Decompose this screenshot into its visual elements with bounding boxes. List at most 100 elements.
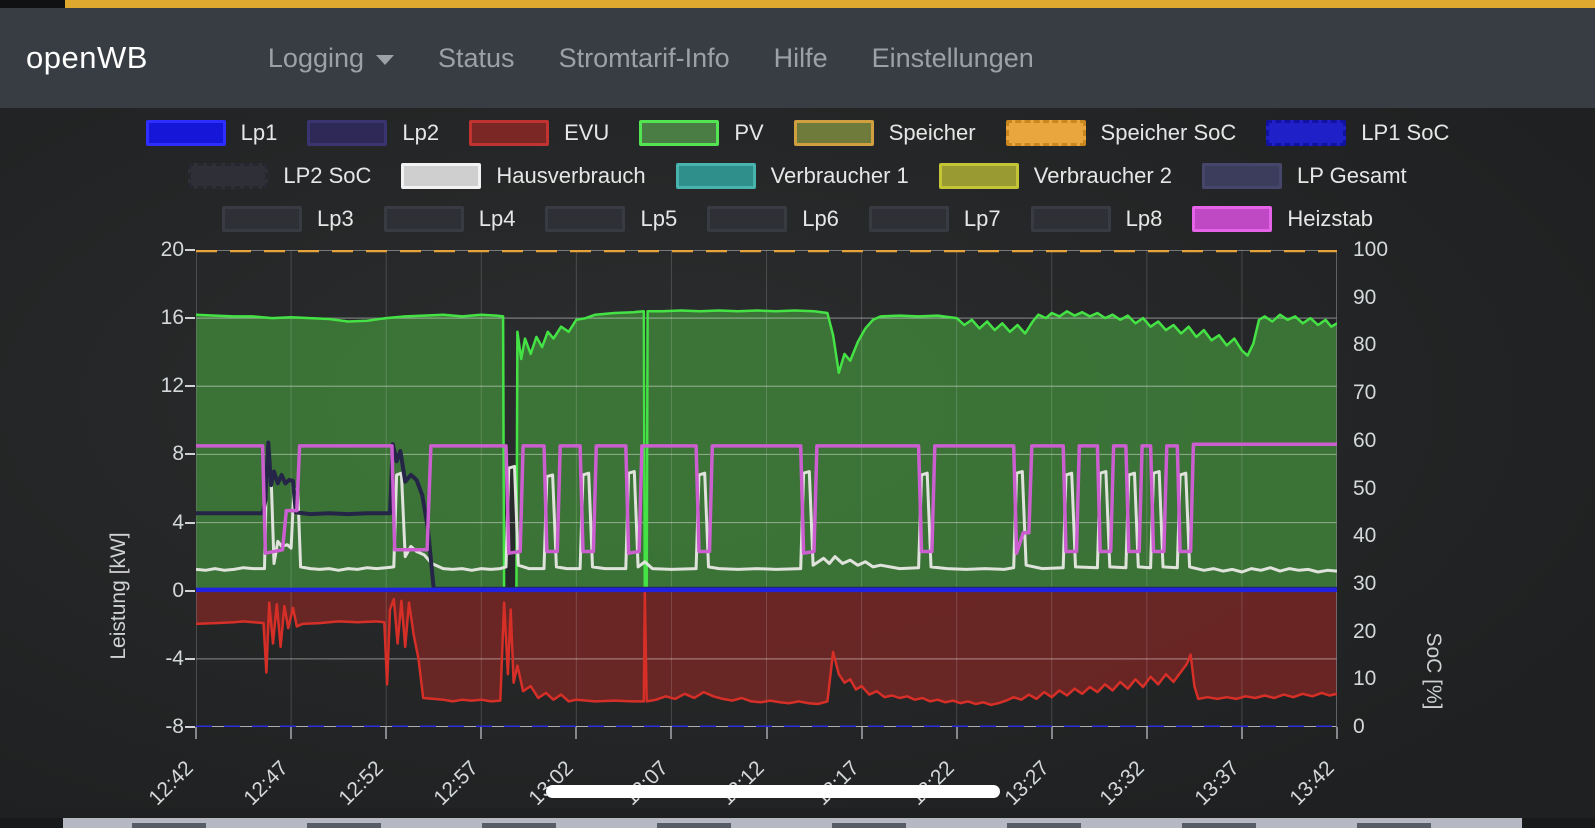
legend-swatch — [188, 163, 269, 189]
x-axis-tick-label: 13:32 — [1095, 756, 1149, 810]
right-axis-tick-label: 80 — [1353, 333, 1377, 357]
legend-label: LP2 SoC — [283, 163, 372, 188]
right-axis-tick-label: 30 — [1353, 571, 1377, 595]
legend-item-lp1[interactable]: Lp1 — [145, 120, 278, 146]
brand-logo[interactable]: openWB — [26, 40, 148, 75]
right-axis-tick-label: 50 — [1353, 476, 1377, 500]
x-axis-tick-label: 13:37 — [1190, 756, 1244, 810]
legend-item-lp8[interactable]: Lp8 — [1030, 206, 1162, 232]
x-axis-tick-mark — [860, 727, 863, 739]
legend-swatch — [707, 206, 788, 232]
right-axis-tick-label: 90 — [1353, 285, 1377, 309]
legend-item-heizstab[interactable]: Heizstab — [1192, 206, 1373, 232]
x-axis-tick-label: 12:52 — [334, 756, 388, 810]
nav-item-stromtarif-info[interactable]: Stromtarif-Info — [558, 42, 730, 73]
left-axis-tick-mark — [185, 726, 195, 728]
legend-item-lp7[interactable]: Lp7 — [868, 206, 1001, 232]
chart-canvas[interactable] — [195, 247, 1338, 729]
legend-item-lp4[interactable]: Lp4 — [383, 206, 516, 232]
legend-label: Hausverbrauch — [496, 163, 646, 188]
cutoff-legend-swatch — [832, 823, 906, 828]
legend-item-lp5[interactable]: Lp5 — [545, 206, 677, 232]
left-axis-tick-mark — [185, 453, 195, 456]
right-axis-tick-label: 40 — [1353, 524, 1377, 548]
legend-item-speicher[interactable]: Speicher — [793, 120, 976, 146]
x-axis-tick-mark — [765, 727, 768, 739]
nav-item-hilfe[interactable]: Hilfe — [773, 42, 828, 73]
legend-label: Lp4 — [478, 206, 516, 231]
legend-item-evu[interactable]: EVU — [469, 120, 609, 146]
legend-label: EVU — [564, 120, 610, 145]
left-axis-tick-label: 12 — [160, 374, 184, 398]
series-line-lp-gesamt — [196, 440, 1337, 591]
cutoff-legend-swatch — [1182, 823, 1256, 828]
legend-item-pv[interactable]: PV — [639, 120, 764, 146]
right-axis-tick-label: 10 — [1353, 667, 1377, 691]
legend-swatch — [793, 120, 874, 146]
x-axis-tick-label: 13:42 — [1285, 756, 1339, 810]
left-axis-tick-mark — [185, 589, 195, 592]
legend-label: LP1 SoC — [1361, 120, 1450, 145]
legend-row-3: Lp3 Lp4 Lp5 Lp6 Lp7 Lp8 Heizstab — [0, 203, 1595, 235]
x-axis-tick-mark — [955, 727, 958, 739]
legend-swatch — [1005, 120, 1086, 146]
cutoff-legend-swatch — [1007, 823, 1081, 828]
legend-item-lp-gesamt[interactable]: LP Gesamt — [1202, 163, 1407, 189]
legend-swatch — [307, 120, 388, 146]
legend-item-verbraucher-2[interactable]: Verbraucher 2 — [938, 163, 1172, 189]
legend-label: LP Gesamt — [1297, 163, 1407, 188]
cutoff-legend-swatch — [482, 823, 556, 828]
legend-swatch — [1266, 120, 1347, 146]
legend-swatch — [383, 206, 464, 232]
legend-item-lp2[interactable]: Lp2 — [307, 120, 439, 146]
legend-label: Lp6 — [802, 206, 839, 231]
x-axis-tick-label: 12:42 — [144, 756, 198, 810]
legend-item-lp2-soc[interactable]: LP2 SoC — [188, 163, 371, 189]
series-area-evu — [196, 590, 1337, 705]
left-axis-tick-mark — [185, 657, 195, 660]
legend-label: Verbraucher 2 — [1033, 163, 1172, 188]
legend-row-2: LP2 SoC Hausverbrauch Verbraucher 1 Verb… — [0, 160, 1595, 192]
x-axis-tick-label: 13:27 — [1000, 756, 1054, 810]
legend-item-speicher-soc[interactable]: Speicher SoC — [1005, 120, 1237, 146]
left-axis-tick-mark — [185, 385, 195, 388]
legend-item-lp3[interactable]: Lp3 — [222, 206, 354, 232]
legend-item-lp6[interactable]: Lp6 — [707, 206, 839, 232]
strip-background — [63, 818, 1522, 828]
x-axis-tick-mark — [575, 727, 578, 739]
accent-stripe — [65, 0, 1595, 8]
nav-item-logging-label: Logging — [267, 42, 365, 73]
nav-item-logging[interactable]: Logging — [267, 42, 395, 74]
legend-row-1: Lp1 Lp2 EVU PV Speicher Speicher SoC LP1… — [0, 117, 1595, 149]
left-axis-tick-mark — [185, 249, 195, 251]
left-axis-tick-label: 16 — [160, 306, 184, 330]
legend-item-verbraucher-1[interactable]: Verbraucher 1 — [675, 163, 909, 189]
legend-label: Lp3 — [317, 206, 354, 231]
nav-item-einstellungen[interactable]: Einstellungen — [871, 42, 1034, 73]
nav-item-status[interactable]: Status — [438, 42, 515, 73]
legend-label: Speicher SoC — [1100, 120, 1237, 145]
legend-label: PV — [734, 120, 764, 145]
horizontal-scrollbar-thumb[interactable] — [546, 785, 1000, 798]
chevron-down-icon — [376, 55, 395, 65]
legend-swatch — [675, 163, 756, 189]
legend-label: Lp1 — [240, 120, 278, 145]
x-axis-tick-mark — [385, 727, 388, 739]
right-axis-tick-label: 20 — [1353, 619, 1377, 643]
cutoff-legend-swatch — [657, 823, 731, 828]
right-axis-tick-label: 100 — [1353, 238, 1389, 261]
legend-item-lp1-soc[interactable]: LP1 SoC — [1266, 120, 1449, 146]
legend-item-hausverbrauch[interactable]: Hausverbrauch — [401, 163, 646, 189]
legend-label: Speicher — [888, 120, 976, 145]
x-axis-tick-mark — [290, 727, 293, 739]
plot-area[interactable] — [195, 247, 1338, 732]
next-chart-legend-strip — [0, 818, 1595, 828]
left-axis-tick-label: 0 — [172, 578, 184, 602]
legend-label: Lp2 — [402, 120, 440, 145]
right-axis-title: SoC [%] — [1422, 632, 1445, 710]
legend-swatch — [1202, 163, 1282, 189]
legend-swatch — [469, 120, 550, 146]
legend-label: Lp5 — [640, 206, 678, 231]
legend-swatch — [1030, 206, 1111, 232]
left-axis-tick-label: -8 — [165, 715, 184, 738]
